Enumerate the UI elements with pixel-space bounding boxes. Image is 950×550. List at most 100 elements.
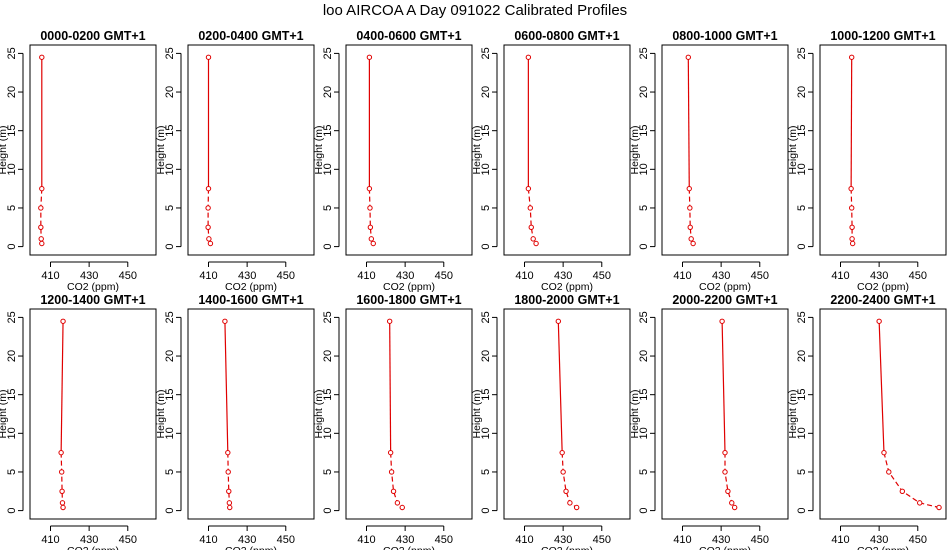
data-point — [368, 236, 375, 242]
y-tick-label: 20 — [480, 350, 492, 362]
data-point — [205, 185, 212, 192]
plot-frame — [819, 308, 947, 520]
data-point — [58, 449, 64, 456]
data-point — [719, 318, 725, 324]
data-point — [39, 54, 45, 60]
y-tick-label: 5 — [638, 205, 650, 211]
data-point — [917, 500, 923, 506]
x-tick-label: 430 — [80, 534, 98, 546]
data-point — [38, 205, 44, 211]
y-tick-label: 10 — [480, 163, 492, 175]
profile-line-lower — [850, 188, 854, 244]
profile-line-upper — [878, 321, 885, 453]
y-tick-label: 0 — [480, 508, 492, 514]
y-tick-label: 0 — [638, 244, 650, 250]
data-point — [886, 469, 892, 475]
plot-frame — [661, 308, 789, 520]
profile-line-upper — [687, 57, 690, 189]
data-point — [690, 240, 696, 247]
y-tick-label: 20 — [322, 86, 334, 98]
plot-frame — [29, 44, 157, 256]
plot-frame — [187, 308, 315, 520]
x-axis-label: CO2 (ppm) — [225, 281, 277, 293]
y-tick-label: 20 — [164, 350, 176, 362]
data-point — [729, 500, 735, 506]
data-point — [525, 185, 532, 192]
panel-title: 1800-2000 GMT+1 — [514, 293, 619, 307]
data-point — [390, 488, 397, 494]
y-tick-label: 15 — [6, 125, 18, 137]
data-point — [367, 224, 374, 230]
data-point — [687, 205, 693, 211]
data-point — [722, 449, 728, 456]
data-point — [367, 205, 373, 211]
panel-title: 0200-0400 GMT+1 — [198, 29, 303, 43]
y-tick-label: 20 — [796, 86, 808, 98]
data-point — [399, 504, 405, 511]
data-point — [205, 54, 212, 60]
x-axis-label: CO2 (ppm) — [383, 545, 435, 550]
panel-title: 1400-1600 GMT+1 — [198, 293, 303, 307]
x-tick-label: 410 — [831, 270, 849, 282]
x-tick-label: 450 — [435, 534, 453, 546]
profile-line-lower — [227, 452, 231, 508]
data-point — [370, 240, 376, 247]
y-tick-label: 10 — [796, 163, 808, 175]
data-point — [722, 469, 728, 475]
y-axis-label: Height (m) — [155, 125, 167, 174]
y-axis: 0 5 10 15 20 25 Height (m) — [155, 311, 182, 514]
data-point — [563, 488, 569, 494]
x-tick-label: 450 — [277, 270, 295, 282]
y-axis-label: Height (m) — [313, 389, 325, 438]
x-tick-label: 410 — [199, 270, 217, 282]
x-tick-label: 450 — [119, 534, 137, 546]
panel-title: 2200-2400 GMT+1 — [830, 293, 935, 307]
y-tick-label: 20 — [638, 86, 650, 98]
data-point — [687, 224, 693, 230]
y-axis-label: Height (m) — [471, 389, 483, 438]
x-tick-label: 450 — [277, 534, 295, 546]
x-tick-label: 450 — [593, 270, 611, 282]
data-point — [386, 318, 393, 324]
data-point — [222, 318, 228, 324]
profile-line-upper — [224, 321, 229, 453]
x-tick-label: 430 — [712, 270, 730, 282]
y-tick-label: 0 — [6, 244, 18, 250]
y-tick-label: 5 — [480, 469, 492, 475]
data-point — [559, 449, 565, 456]
data-point — [573, 504, 580, 511]
x-axis-label: CO2 (ppm) — [383, 281, 435, 293]
data-point — [528, 224, 534, 230]
y-tick-label: 15 — [796, 389, 808, 401]
y-tick-label: 10 — [322, 427, 334, 439]
profile-line-lower — [724, 452, 736, 508]
data-point — [225, 469, 231, 475]
y-tick-label: 5 — [322, 205, 334, 211]
data-point — [685, 54, 691, 60]
x-axis-label: CO2 (ppm) — [67, 281, 119, 293]
data-point — [849, 205, 855, 211]
plot-frame — [503, 44, 631, 256]
y-tick-label: 5 — [480, 205, 492, 211]
x-axis-label: CO2 (ppm) — [699, 281, 751, 293]
x-tick-label: 430 — [238, 270, 256, 282]
x-tick-label: 410 — [357, 534, 375, 546]
y-tick-label: 10 — [638, 163, 650, 175]
y-tick-label: 15 — [638, 389, 650, 401]
profile-line-lower — [561, 452, 577, 509]
y-axis-label: Height (m) — [629, 125, 641, 174]
data-point — [686, 185, 692, 192]
data-point — [59, 469, 65, 475]
y-tick-label: 0 — [322, 508, 334, 514]
